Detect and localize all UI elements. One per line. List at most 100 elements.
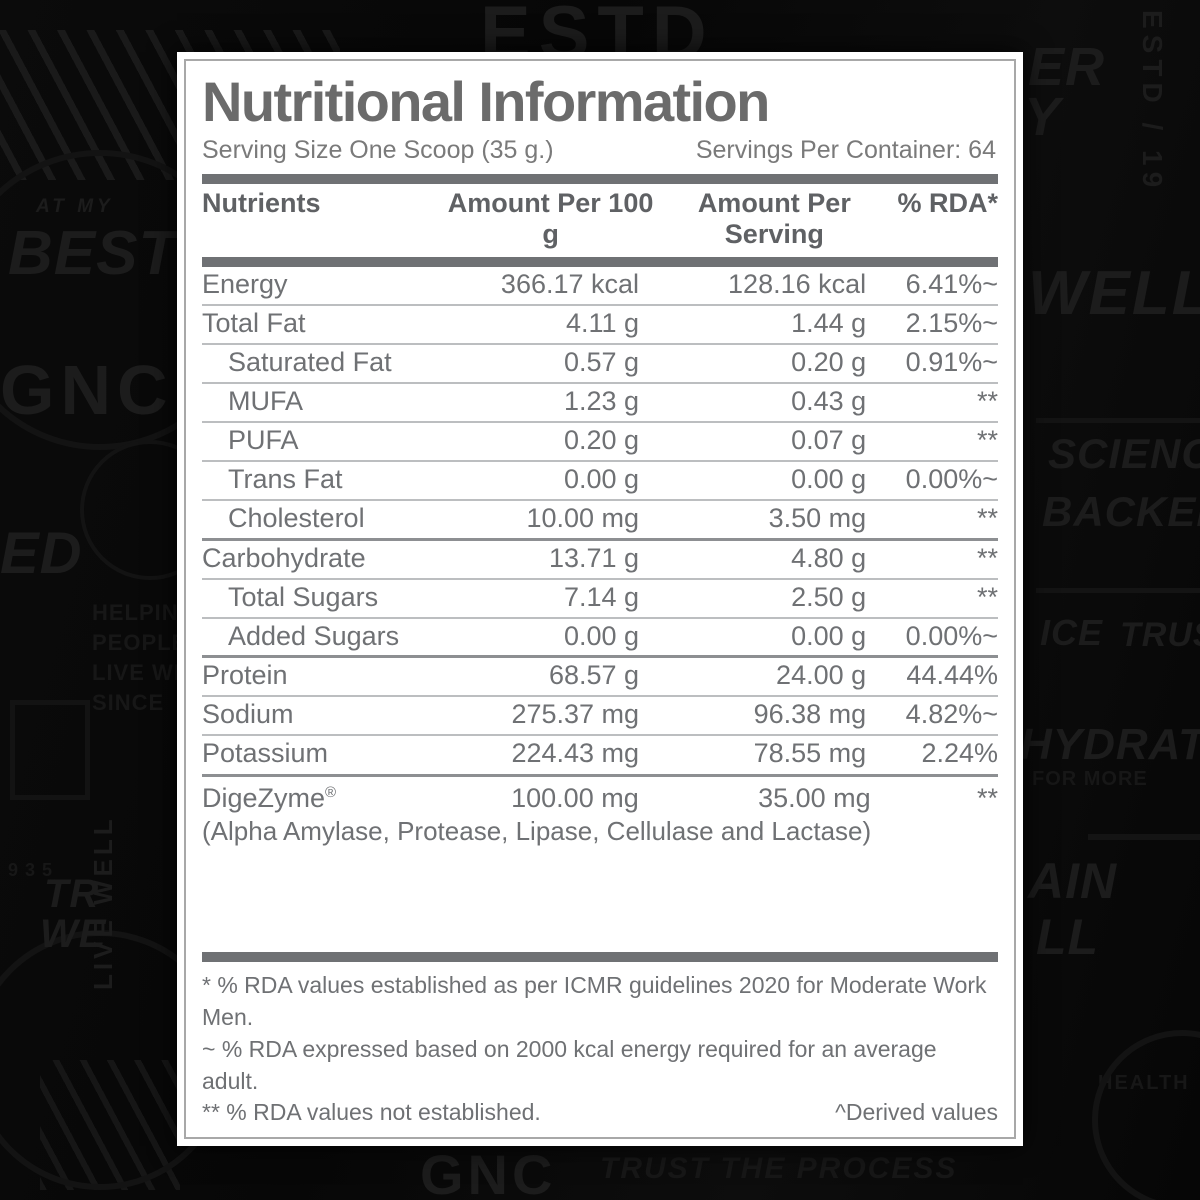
nutrient-rda: 0.00%~ xyxy=(886,616,998,657)
header-bottom-bar xyxy=(202,257,998,268)
nutrient-rda: 2.24% xyxy=(886,734,998,774)
nutrient-per-100g: 366.17 kcal xyxy=(500,269,640,300)
circle-decor-bottom-right xyxy=(1092,1030,1200,1200)
watermark-gnc-left: GNC xyxy=(0,351,174,429)
nutrient-per-serving: 2.50 g xyxy=(661,577,887,618)
nutrient-per-100g: 13.71 g xyxy=(444,537,662,579)
nutrient-rda: ** xyxy=(886,537,998,579)
table-row: Saturated Fat 0.57 g 0.20 g 0.91%~ xyxy=(202,342,998,383)
footnote-rda-not-established: ** % RDA values not established. ^Derive… xyxy=(202,1097,998,1129)
watermark-ain: AIN xyxy=(1028,853,1118,909)
nutrient-per-100g: 7.14 g xyxy=(444,577,662,618)
nutrient-per-100g: 4.11 g xyxy=(444,304,662,344)
nutrient-per-serving: 0.43 g xyxy=(661,381,887,422)
nutrient-per-100g: 0.20 g xyxy=(444,420,662,461)
nutrient-name: Cholesterol xyxy=(202,498,445,540)
watermark-ice: ICE xyxy=(1040,612,1104,653)
nutrient-per-serving: 0.00 g xyxy=(661,459,887,500)
nutrient-rda: 4.82%~ xyxy=(886,695,998,736)
nutrient-rda: ** xyxy=(886,577,998,618)
nutrient-per-serving: 24.00 g xyxy=(661,655,887,697)
table-row: Potassium 224.43 mg 78.55 mg 2.24% xyxy=(202,734,998,774)
footnote-text-2: ~ % RDA expressed based on 2000 kcal ene… xyxy=(202,1035,937,1094)
nutrient-per-100g: 0.57 g xyxy=(444,342,662,383)
nutrient-rda: 0.91%~ xyxy=(886,342,998,383)
watermark-at-my: AT MY xyxy=(36,196,114,217)
watermark-er: ER xyxy=(1028,37,1106,97)
nutrient-name: Total Fat xyxy=(202,304,445,344)
registered-trademark-icon: ® xyxy=(325,784,337,802)
nutrient-name: Trans Fat xyxy=(202,459,445,500)
nutrient-per-serving: 78.55 mg xyxy=(661,734,887,774)
nutrient-rda: 44.44% xyxy=(886,655,998,697)
nutrition-table: Nutrients Amount Per 100 g Amount Per Se… xyxy=(202,184,998,255)
footnote-text-3: ** % RDA values not established. xyxy=(202,1099,541,1126)
nutrient-name: Added Sugars xyxy=(202,616,445,657)
watermark-y: Y xyxy=(1024,87,1062,147)
table-row: MUFA 1.23 g 0.43 g ** xyxy=(202,381,998,422)
watermark-trust-the-process: TRUST THE PROCESS xyxy=(600,1152,958,1185)
square-outline-decor xyxy=(10,700,90,800)
nutrient-name: PUFA xyxy=(202,420,445,461)
header-top-bar xyxy=(202,174,998,185)
nutrient-per-100g: 1.23 g xyxy=(444,381,662,422)
watermark-we: WE xyxy=(40,912,107,956)
nutrient-per-serving: 1.44 g xyxy=(661,304,887,344)
nutrition-label-panel: Nutritional Information Serving Size One… xyxy=(177,52,1023,1146)
watermark-well-right: WELL xyxy=(1028,259,1200,328)
derived-values-note: ^Derived values xyxy=(835,1099,998,1126)
footnotes-block: * % RDA values established as per ICMR g… xyxy=(202,970,998,1129)
digezyme-subtitle: (Alpha Amylase, Protease, Lipase, Cellul… xyxy=(202,816,872,847)
table-row: Sodium 275.37 mg 96.38 mg 4.82%~ xyxy=(202,695,998,736)
watermark-for-more: FOR MORE xyxy=(1032,768,1148,790)
watermark-gnc-bottom: GNC xyxy=(420,1143,557,1200)
table-row: Protein 68.57 g 24.00 g 44.44% xyxy=(202,655,998,697)
nutrient-per-100g: 0.00 g xyxy=(444,459,662,500)
table-row: Added Sugars 0.00 g 0.00 g 0.00%~ xyxy=(202,616,998,657)
nutrient-name: Protein xyxy=(202,655,445,697)
nutrient-name: Energy xyxy=(202,269,288,300)
nutrient-per-serving: 96.38 mg xyxy=(661,695,887,736)
watermark-backed: BACKED xyxy=(1042,488,1200,535)
footnote-rda-2000kcal: ~ % RDA expressed based on 2000 kcal ene… xyxy=(202,1034,998,1097)
nutrient-per-serving: 128.16 kcal xyxy=(728,269,867,300)
watermark-trust-right: TRUST xyxy=(1120,616,1200,654)
watermark-tr: TR xyxy=(44,872,100,916)
footnote-rda-icmr: * % RDA values established as per ICMR g… xyxy=(202,970,998,1033)
nutrient-per-serving: 0.00 g xyxy=(661,616,887,657)
digezyme-name-text: DigeZyme xyxy=(202,783,326,814)
digezyme-rda: ** xyxy=(976,783,998,814)
nutrient-per-serving: 0.07 g xyxy=(661,420,887,461)
footnote-text-1: * % RDA values established as per ICMR g… xyxy=(202,972,987,1031)
nutrient-per-serving: 4.80 g xyxy=(661,537,887,579)
table-row: Trans Fat 0.00 g 0.00 g 0.00%~ xyxy=(202,459,998,500)
nutrient-rda: ** xyxy=(886,498,998,540)
nutrient-rda: 0.00%~ xyxy=(886,459,998,500)
watermark-935: 9 3 5 xyxy=(8,860,54,880)
table-row: Total Sugars 7.14 g 2.50 g ** xyxy=(202,577,998,618)
watermark-hydrated: HYDRATED xyxy=(1020,720,1200,769)
accent-bar-decor-3 xyxy=(1088,834,1200,840)
nutrition-table-body: Energy 366.17 kcal 128.16 kcal 6.41%~ Total … xyxy=(202,267,998,774)
layout-spacer xyxy=(202,847,998,946)
footer-top-bar xyxy=(202,952,998,963)
page-title: Nutritional Information xyxy=(202,70,770,133)
watermark-science: SCIENCE xyxy=(1048,430,1200,477)
nutrient-rda: 2.15%~ xyxy=(886,304,998,344)
nutrient-name: MUFA xyxy=(202,381,445,422)
nutrient-per-100g: 10.00 mg xyxy=(444,498,662,540)
nutrition-table-body-wrap: Energy 366.17 kcal 128.16 kcal 6.41%~ Total … xyxy=(202,267,998,774)
nutrition-label-inner: Nutritional Information Serving Size One… xyxy=(184,59,1016,1139)
column-header-per-serving: Amount Per Serving xyxy=(697,188,851,250)
table-row: PUFA 0.20 g 0.07 g ** xyxy=(202,420,998,461)
nutrient-name: Carbohydrate xyxy=(202,537,445,579)
nutrient-rda: ** xyxy=(886,381,998,422)
digezyme-per-serving: 35.00 mg xyxy=(758,783,871,814)
column-header-per-100g: Amount Per 100 g xyxy=(447,188,654,250)
table-row: Total Fat 4.11 g 1.44 g 2.15%~ xyxy=(202,304,998,344)
nutrient-name: Total Sugars xyxy=(202,577,445,618)
digezyme-per-100g: 100.00 mg xyxy=(511,783,639,814)
watermark-people: PEOPLE xyxy=(92,630,188,655)
nutrient-name: Saturated Fat xyxy=(202,342,445,383)
column-header-rda: % RDA* xyxy=(897,188,998,219)
